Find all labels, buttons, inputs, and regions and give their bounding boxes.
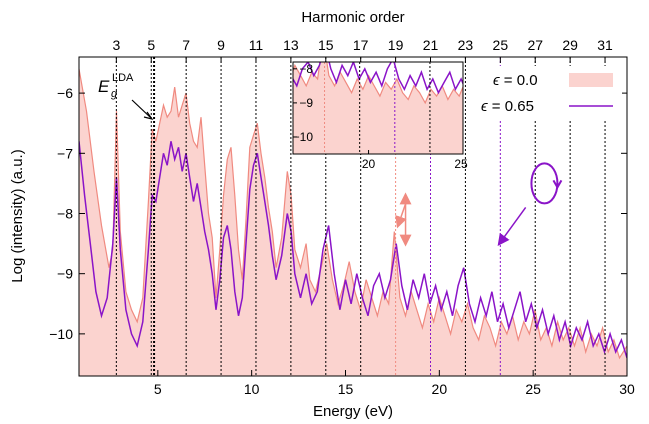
y-tick-label--9: −9 — [57, 266, 73, 282]
top-tick-label-3: 3 — [112, 37, 120, 53]
x-axis-ticks: 5 10 15 20 25 30 — [154, 370, 635, 397]
annotation-arrow-2 — [497, 207, 527, 247]
inset-x-ticks: 20 25 — [362, 150, 468, 171]
annotation-arrow-1 — [395, 198, 409, 229]
x-tick-label-10: 10 — [244, 381, 260, 397]
legend-label-eps0: ϵ = 0.0 — [493, 72, 538, 89]
x-tick-label-20: 20 — [432, 381, 448, 397]
x-axis-title: Energy (eV) — [313, 403, 393, 420]
legend-label-eps065: ϵ = 0.65 — [481, 98, 534, 115]
y-tick-label--7: −7 — [57, 145, 73, 161]
y-tick-label--10: −10 — [49, 326, 73, 342]
annotations — [395, 162, 563, 247]
band-gap-label-sup: LDA — [112, 72, 134, 84]
harmonic-order-ticks: 3 5 7 9 11 13 15 17 19 21 23 25 27 29 31 — [112, 37, 613, 63]
inset-x-tick-label-20: 20 — [362, 157, 376, 171]
inset-series-lines — [293, 62, 463, 105]
y-axis-ticks: −10 −9 −8 −7 −6 — [49, 85, 627, 342]
top-tick-label-5: 5 — [147, 37, 155, 53]
band-gap-label: E g LDA — [98, 72, 134, 100]
x-tick-label-25: 25 — [525, 381, 541, 397]
top-tick-label-29: 29 — [562, 37, 578, 53]
legend: ϵ = 0.0 ϵ = 0.65 — [476, 66, 622, 120]
y-tick-label--6: −6 — [57, 85, 73, 101]
top-tick-label-13: 13 — [283, 37, 299, 53]
inset-x-tick-label-25: 25 — [454, 157, 468, 171]
series-fill-eps0 — [79, 69, 627, 376]
top-tick-label-15: 15 — [318, 37, 334, 53]
series-lines — [79, 68, 627, 360]
plot-frame — [78, 56, 628, 377]
y-tick-label--8: −8 — [57, 205, 73, 221]
band-gap-arrow — [131, 99, 152, 119]
top-tick-label-21: 21 — [423, 37, 439, 53]
inset-frame — [292, 61, 464, 155]
inset-y-tick-label--8: −8 — [299, 62, 313, 76]
series-line-eps065 — [79, 141, 627, 359]
top-tick-label-23: 23 — [458, 37, 474, 53]
inset-y-tick-label--9: −9 — [299, 96, 313, 110]
top-tick-label-25: 25 — [493, 37, 509, 53]
inset-line-eps065 — [293, 62, 463, 95]
x-tick-label-15: 15 — [338, 381, 354, 397]
series-eps0-fill — [79, 69, 627, 376]
top-tick-label-27: 27 — [527, 37, 543, 53]
inset-plot: 20 25 −10−9−8 — [292, 61, 468, 171]
band-gap-label-main: E — [98, 77, 110, 96]
x-tick-label-30: 30 — [619, 381, 635, 397]
polarization-ellipse-arrowhead — [552, 179, 563, 190]
x-tick-label-5: 5 — [154, 381, 162, 397]
band-gap-arrow-head — [143, 111, 154, 120]
top-tick-label-19: 19 — [388, 37, 404, 53]
inset-harmonic-lines — [324, 62, 431, 154]
inset-y-tick-label--10: −10 — [293, 130, 314, 144]
inset-y-ticks: −10 −9 −8 — [293, 62, 314, 144]
top-tick-label-11: 11 — [249, 37, 264, 53]
top-tick-label-31: 31 — [597, 37, 613, 53]
top-tick-label-7: 7 — [182, 37, 190, 53]
top-tick-label-9: 9 — [217, 37, 225, 53]
y-axis-title: Log (intensity) (a.u.) — [9, 149, 26, 282]
top-tick-label-17: 17 — [353, 37, 369, 53]
legend-swatch-eps0 — [569, 73, 613, 87]
band-gap-label-sub: g — [111, 88, 118, 100]
top-axis-title: Harmonic order — [301, 9, 404, 26]
polarization-ellipse — [530, 162, 559, 205]
